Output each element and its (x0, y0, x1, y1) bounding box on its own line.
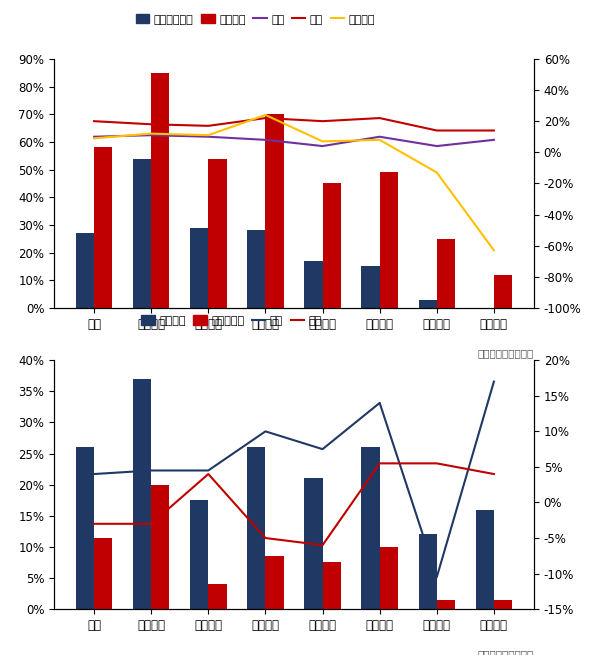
Bar (208, 584, 227, 609)
Bar (419, 299, 437, 308)
Bar (94, 538, 112, 609)
Bar (208, 159, 227, 308)
Bar (380, 172, 398, 308)
Bar (247, 447, 265, 609)
Bar (190, 228, 208, 308)
Bar (151, 485, 169, 609)
Bar (323, 183, 341, 308)
Bar (419, 534, 437, 609)
Bar (476, 510, 494, 609)
Bar (76, 447, 94, 609)
Bar (323, 563, 341, 609)
Bar (304, 478, 323, 609)
Bar (494, 600, 512, 609)
Bar (76, 233, 94, 308)
Bar (247, 231, 265, 308)
Bar (190, 500, 208, 609)
Legend: 工地开复工率, 预计下周, 同比, 环比, 预计同比: 工地开复工率, 预计下周, 同比, 环比, 预计同比 (131, 10, 380, 29)
Legend: 劳务到位, 劳务上岗率, 同比, 同比: 劳务到位, 劳务上岗率, 同比, 同比 (137, 311, 326, 330)
Bar (133, 159, 151, 308)
Bar (437, 238, 455, 308)
Bar (361, 447, 380, 609)
Bar (437, 600, 455, 609)
Bar (94, 147, 112, 308)
Bar (304, 261, 323, 308)
Bar (494, 274, 512, 308)
Bar (265, 114, 284, 308)
Bar (380, 547, 398, 609)
Text: 数据来源：百年建筑: 数据来源：百年建筑 (478, 649, 534, 655)
Text: 数据来源：百年建筑: 数据来源：百年建筑 (478, 348, 534, 358)
Bar (151, 73, 169, 308)
Bar (265, 556, 284, 609)
Bar (133, 379, 151, 609)
Bar (361, 267, 380, 308)
